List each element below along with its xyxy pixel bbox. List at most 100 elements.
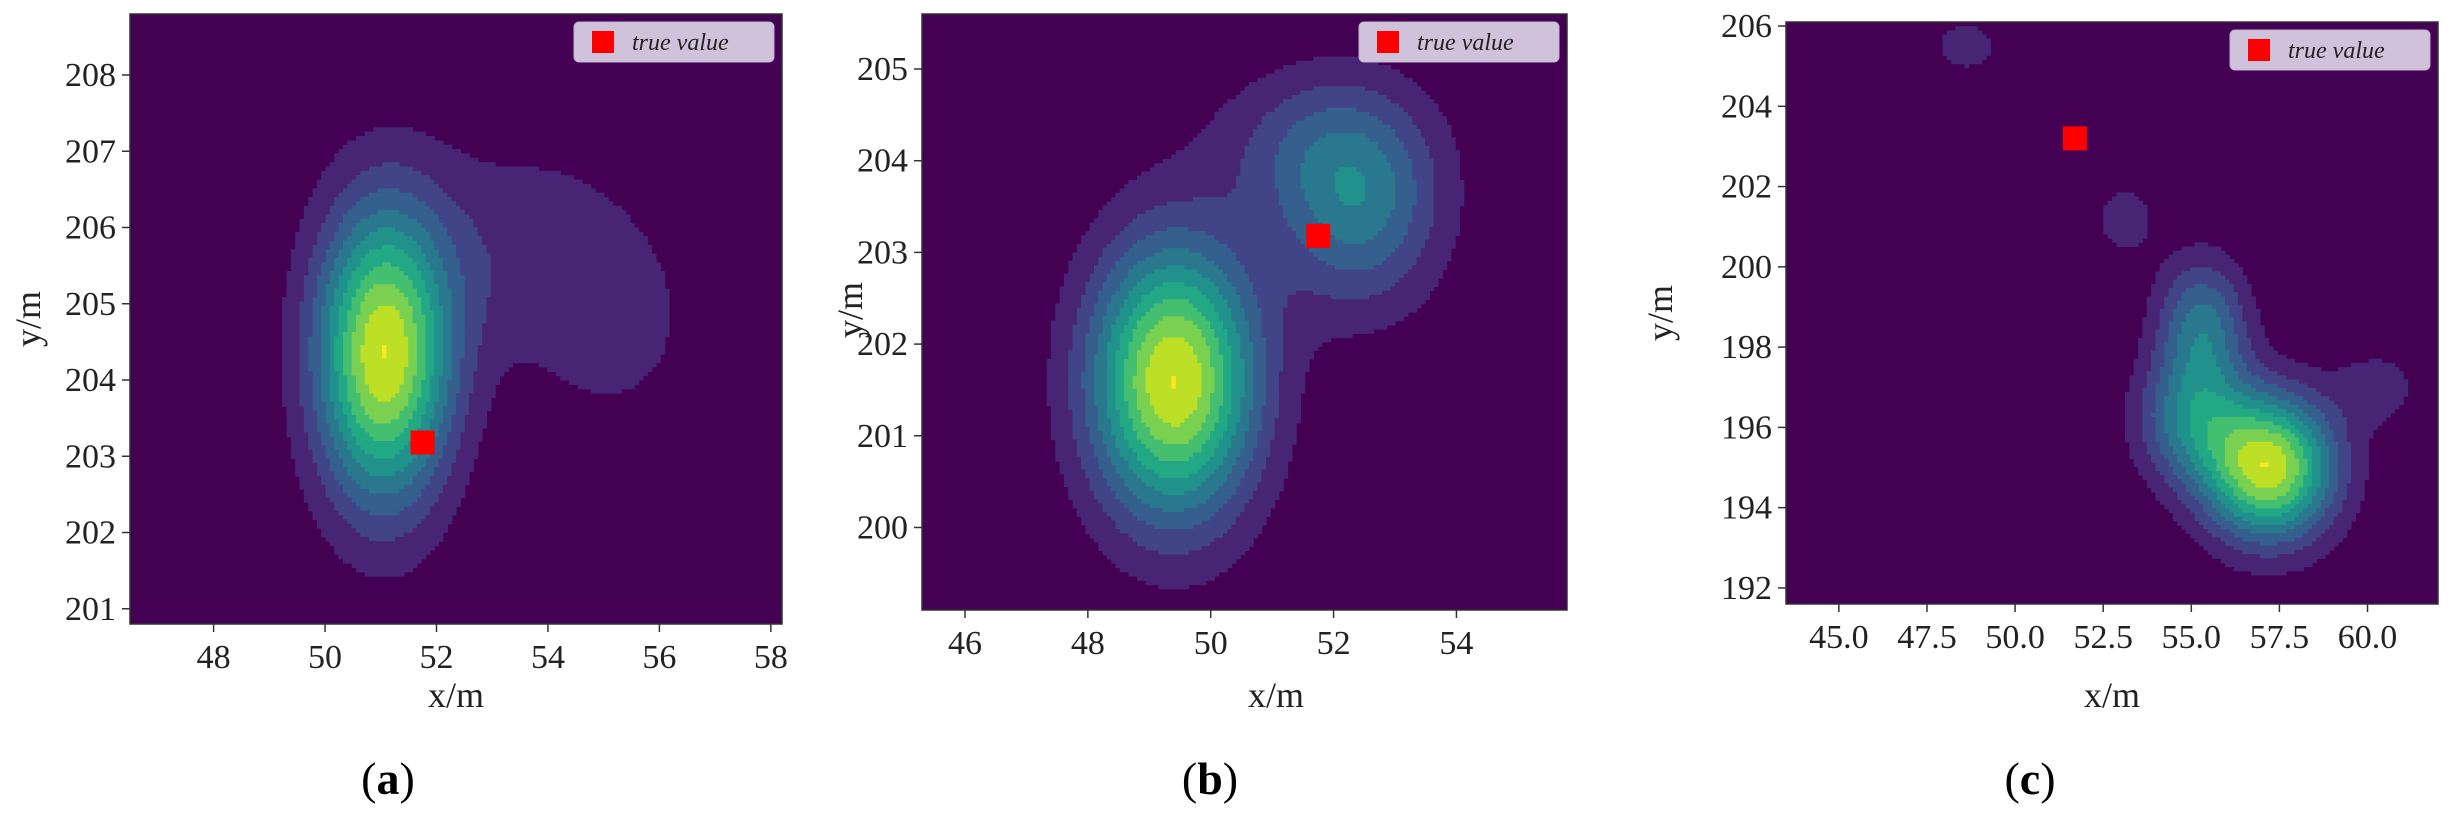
contour-cell (351, 358, 361, 364)
contour-cell (334, 301, 344, 307)
contour-cell (447, 227, 479, 233)
contour-cell (2159, 375, 2170, 381)
contour-cell (2190, 425, 2209, 430)
contour-cell (2320, 462, 2330, 468)
contour-cell (369, 271, 405, 277)
contour-cell (1433, 184, 1465, 190)
contour-cell (438, 458, 457, 464)
contour-cell (2172, 487, 2187, 493)
contour-cell (2125, 404, 2144, 410)
contour-cell (2246, 475, 2287, 480)
contour-cell (1429, 154, 1461, 160)
contour-cell (2129, 446, 2148, 451)
contour-cell (2146, 483, 2170, 489)
contour-cell (425, 288, 440, 294)
contour-cell (2242, 549, 2296, 555)
contour-cell (321, 388, 331, 394)
contour-cell (451, 301, 466, 307)
contour-cell (347, 384, 357, 390)
contour-cell (1149, 354, 1198, 360)
contour-cell (1154, 409, 1194, 415)
contour-cell (329, 462, 344, 468)
contour-cell (1128, 269, 1155, 275)
contour-cell (329, 427, 340, 433)
contour-cell (416, 288, 427, 294)
contour-cell (334, 157, 479, 163)
contour-cell (2125, 425, 2144, 430)
contour-cell (2229, 354, 2243, 360)
contour-cell (329, 279, 340, 285)
contour-cell (351, 454, 375, 460)
contour-cell (429, 393, 440, 399)
contour-cell (347, 445, 361, 451)
contour-cell (386, 353, 409, 359)
contour-cell (1124, 482, 1147, 488)
contour-cell (2307, 400, 2335, 406)
contour-cell (1089, 439, 1104, 445)
contour-cell (1244, 150, 1280, 156)
contour-cell (412, 258, 427, 263)
contour-cell (351, 332, 366, 338)
contour-cell (1300, 90, 1379, 96)
contour-cell (1326, 260, 1383, 266)
contour-cell (1141, 461, 1207, 466)
contour-cell (2268, 391, 2296, 397)
contour-cell (334, 236, 348, 242)
contour-cell (2351, 470, 2370, 476)
contour-cell (1942, 42, 1991, 48)
contour-cell (1145, 388, 1203, 394)
contour-cell (1412, 120, 1448, 126)
contour-cell (2338, 512, 2357, 518)
contour-cell (421, 380, 431, 385)
contour-cell (395, 227, 427, 233)
contour-cell (2238, 454, 2287, 460)
contour-cell (299, 305, 314, 311)
contour-cell (1115, 495, 1138, 500)
contour-cell (434, 441, 448, 446)
contour-cell (364, 375, 405, 381)
contour-cell (2198, 487, 2213, 493)
contour-cell (1223, 294, 1241, 300)
contour-cell (1089, 277, 1108, 283)
contour-cell (490, 284, 666, 290)
contour-cell (338, 149, 461, 155)
contour-cell (2290, 421, 2304, 426)
contour-cell (395, 244, 422, 250)
contour-cell (325, 449, 340, 455)
y-axis-label-b: y/m (830, 282, 870, 338)
contour-cell (1240, 401, 1254, 407)
contour-cell (1046, 358, 1069, 364)
contour-cell (1111, 486, 1129, 492)
x-tick-label: 60.0 (2338, 619, 2398, 656)
contour-cell (299, 397, 314, 403)
contour-cell (312, 249, 327, 255)
contour-cell (438, 375, 453, 381)
contour-cell (321, 310, 331, 316)
contour-cell (312, 314, 322, 320)
contour-cell (1188, 439, 1207, 445)
contour-cell (2346, 433, 2374, 439)
contour-cell (299, 484, 327, 490)
contour-cell (1094, 303, 1108, 309)
contour-cell (438, 423, 453, 429)
contour-cell (2207, 495, 2217, 501)
contour-cell (1158, 414, 1190, 420)
contour-cell (342, 401, 353, 407)
contour-cell (2329, 504, 2343, 509)
contour-cell (1412, 265, 1448, 271)
contour-cell (1399, 103, 1439, 109)
contour-cell (2311, 470, 2322, 476)
contour-cell (1119, 188, 1233, 194)
contour-cell (290, 454, 314, 460)
contour-cell (2146, 383, 2157, 389)
contour-cell (1278, 371, 1306, 377)
contour-cell (2185, 466, 2196, 472)
contour-cell (1240, 452, 1254, 458)
contour-cell (2155, 383, 2170, 389)
contour-cell (338, 332, 344, 338)
contour-cell (2346, 495, 2365, 501)
contour-cell (416, 332, 427, 338)
contour-cell (1235, 320, 1250, 326)
contour-cell (2168, 375, 2183, 381)
contour-cell (456, 253, 492, 259)
